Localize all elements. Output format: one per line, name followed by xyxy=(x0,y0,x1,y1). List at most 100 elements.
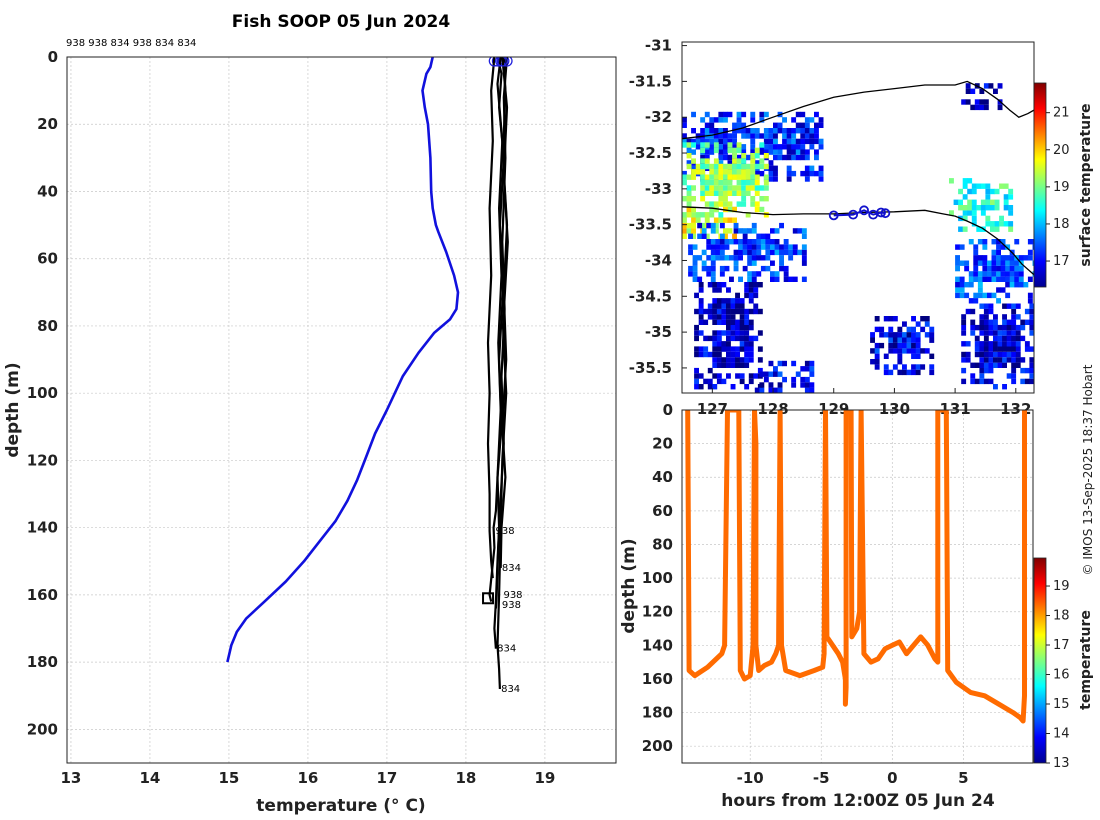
sst-cell xyxy=(791,376,797,383)
sst-cell xyxy=(973,298,979,304)
sst-cell xyxy=(757,308,763,315)
sst-cell xyxy=(736,142,742,148)
sst-cell xyxy=(735,362,740,368)
sst-cell xyxy=(792,276,798,282)
sst-cell xyxy=(759,149,765,155)
sst-cell xyxy=(712,330,718,336)
sst-cell xyxy=(744,282,750,288)
sst-cell xyxy=(694,330,699,336)
sst-cell xyxy=(1000,244,1006,250)
map-colorbar-tick-label: 18 xyxy=(1053,217,1070,232)
sst-cell xyxy=(979,378,985,385)
sst-cell xyxy=(870,359,875,365)
sst-cell xyxy=(902,332,907,338)
sst-cell xyxy=(768,387,774,393)
sst-cell xyxy=(760,265,766,272)
sst-cell xyxy=(691,174,696,180)
sst-cell xyxy=(739,308,745,315)
sst-cell xyxy=(792,228,798,234)
sst-cell xyxy=(902,364,907,370)
sst-cell xyxy=(961,378,967,385)
sst-cell xyxy=(1000,271,1006,277)
sst-cell xyxy=(773,122,778,128)
sst-cell xyxy=(747,244,753,250)
sst-cell xyxy=(818,138,824,145)
sst-cell xyxy=(993,88,998,94)
sst-cell xyxy=(970,324,976,331)
sst-cell xyxy=(691,217,696,223)
sst-cell xyxy=(965,83,971,89)
sst-cell xyxy=(967,205,973,211)
sst-cell xyxy=(691,138,696,145)
sst-cell xyxy=(709,122,715,128)
sst-cell xyxy=(741,169,747,175)
sst-cell xyxy=(961,324,967,331)
profile-y-tick-label: 200 xyxy=(27,720,58,738)
sst-cell xyxy=(695,138,701,145)
sst-cell xyxy=(979,362,985,368)
sst-cell xyxy=(1018,271,1024,277)
sst-cell xyxy=(983,357,989,363)
sst-cell xyxy=(777,371,783,377)
sst-cell xyxy=(759,206,765,213)
sst-cell xyxy=(929,369,935,376)
sst-cell xyxy=(723,190,728,196)
sst-cell xyxy=(718,163,724,170)
sst-cell xyxy=(730,346,736,352)
sst-cell xyxy=(982,244,988,250)
sst-cell xyxy=(988,341,994,347)
sst-cell xyxy=(988,357,994,363)
sst-cell xyxy=(753,287,759,293)
sst-cell xyxy=(730,324,736,331)
sst-cell xyxy=(968,282,974,288)
sst-cell xyxy=(804,366,810,372)
sst-cell xyxy=(718,149,724,155)
sst-cell xyxy=(797,249,803,256)
sst-cell xyxy=(700,163,706,170)
sst-cell xyxy=(698,282,704,288)
sst-cell xyxy=(744,362,750,368)
sst-cell xyxy=(1003,205,1009,211)
sst-cell xyxy=(874,342,880,349)
sst-cell xyxy=(735,351,740,358)
sst-cell xyxy=(754,163,760,170)
sst-cell xyxy=(968,298,974,304)
sst-cell xyxy=(777,387,783,393)
sst-cell xyxy=(983,346,989,352)
sst-cell xyxy=(721,303,727,309)
sst-cell xyxy=(955,244,960,250)
sst-cell xyxy=(732,153,737,159)
sst-cell xyxy=(716,287,722,293)
sst-cell xyxy=(736,174,742,180)
sst-cell xyxy=(719,233,725,239)
sst-cell xyxy=(915,332,921,338)
sst-cell xyxy=(750,169,756,175)
sst-cell xyxy=(694,367,699,374)
sst-cell xyxy=(1011,378,1017,385)
sst-cell xyxy=(735,330,740,336)
sst-cell xyxy=(777,128,783,134)
sst-cell xyxy=(804,165,810,171)
sst-cell xyxy=(682,179,687,186)
depth-time-y-tick-label: 40 xyxy=(652,468,673,486)
sst-cell xyxy=(691,165,696,171)
depth-time-tick-labels: -10 -5 0 5 0 20 40 60 80 100 120 140 160 180 200 xyxy=(642,401,969,787)
sst-cell xyxy=(801,260,807,266)
sst-cell xyxy=(688,233,693,239)
depth-time-y-tick-label: 200 xyxy=(642,737,673,755)
sst-cell xyxy=(723,228,728,234)
sst-cell xyxy=(753,292,759,299)
sst-cell xyxy=(993,324,998,331)
sst-cell xyxy=(988,362,994,368)
sst-cell xyxy=(736,128,742,134)
sst-cell xyxy=(973,249,979,256)
depth-time-x-tick-label: 0 xyxy=(887,769,897,787)
profile-tick-labels: 13 14 15 16 17 18 19 0 20 40 60 80 100 120 140 160 180 20… xyxy=(27,48,556,787)
profile-y-tick-label: 20 xyxy=(37,115,58,133)
sst-cell xyxy=(801,233,807,239)
sst-cell xyxy=(750,158,756,164)
sst-cell xyxy=(745,179,751,186)
sst-cell xyxy=(1006,373,1012,379)
sst-cell xyxy=(688,244,693,250)
sst-cell xyxy=(748,378,754,385)
